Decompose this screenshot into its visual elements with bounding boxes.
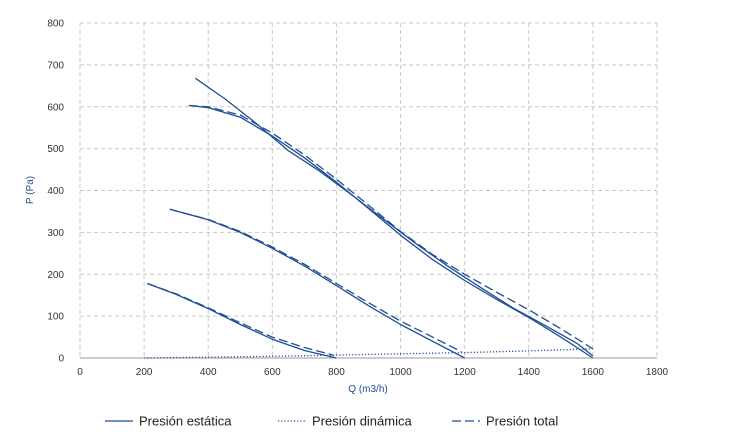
y-tick-label: 200 bbox=[47, 270, 64, 281]
x-tick-label: 1200 bbox=[454, 367, 477, 378]
x-tick-label: 1600 bbox=[582, 367, 605, 378]
series-line-solid-6 bbox=[195, 77, 594, 357]
y-tick-label: 600 bbox=[47, 102, 64, 113]
y-axis-label: P (Pa) bbox=[25, 176, 36, 204]
legend: Presión estática Presión dinámica Presión … bbox=[105, 414, 558, 429]
x-axis-label: Q (m3/h) bbox=[348, 384, 387, 395]
y-tick-label: 800 bbox=[47, 19, 64, 30]
y-tick-label: 0 bbox=[58, 354, 64, 365]
series-line-solid-3 bbox=[169, 208, 466, 359]
series-line-solid-5 bbox=[188, 104, 594, 359]
series-line-dashed-4 bbox=[169, 208, 462, 353]
y-tick-labels: 0 100 200 300 400 500 600 700 800 bbox=[47, 19, 64, 365]
grid bbox=[79, 22, 658, 359]
x-tick-label: 800 bbox=[328, 367, 345, 378]
y-tick-label: 300 bbox=[47, 228, 64, 239]
series-line-dashed-2 bbox=[147, 282, 334, 356]
y-tick-label: 400 bbox=[47, 186, 64, 197]
x-tick-label: 1000 bbox=[389, 367, 412, 378]
x-tick-label: 400 bbox=[200, 367, 217, 378]
y-tick-label: 700 bbox=[47, 60, 64, 71]
series-group bbox=[144, 77, 594, 359]
legend-label-solid: Presión estática bbox=[139, 414, 232, 429]
x-tick-label: 600 bbox=[264, 367, 281, 378]
y-tick-label: 500 bbox=[47, 144, 64, 155]
series-line-dashed-7 bbox=[188, 104, 594, 350]
x-tick-label: 1400 bbox=[518, 367, 541, 378]
legend-label-dashed: Presión total bbox=[486, 414, 558, 429]
x-tick-labels: 0 200 400 600 800 1000 1200 1400 1600 1800 bbox=[77, 367, 668, 378]
y-tick-label: 100 bbox=[47, 312, 64, 323]
x-tick-label: 1800 bbox=[646, 367, 669, 378]
x-tick-label: 200 bbox=[136, 367, 153, 378]
series-line-dotted-8 bbox=[144, 348, 593, 359]
x-tick-label: 0 bbox=[77, 367, 83, 378]
series-line-solid-1 bbox=[147, 282, 337, 359]
legend-label-dotted: Presión dinámica bbox=[312, 414, 412, 429]
